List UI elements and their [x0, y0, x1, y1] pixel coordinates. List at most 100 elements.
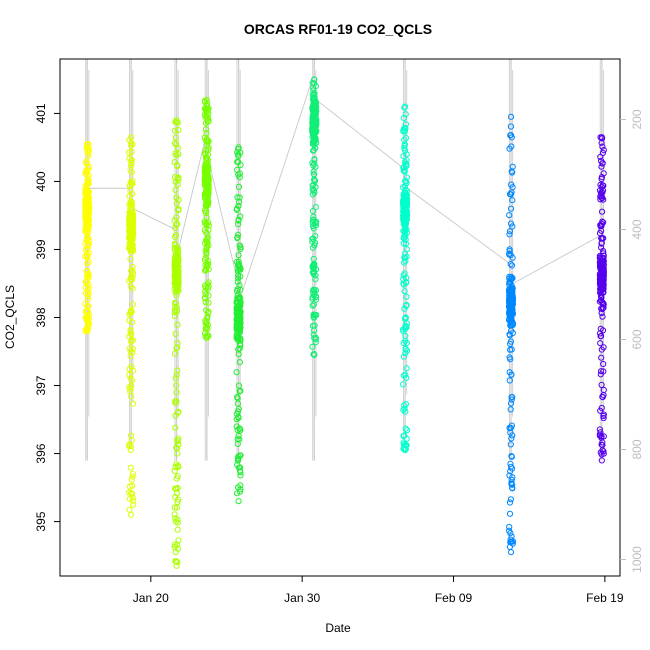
co2-point	[173, 117, 180, 124]
co2-point	[234, 231, 242, 238]
co2-point	[401, 432, 408, 439]
co2-point	[509, 184, 516, 191]
co2-point	[205, 115, 212, 122]
co2-point	[311, 76, 318, 83]
co2-point	[202, 288, 209, 295]
co2-point	[402, 408, 409, 415]
co2-point	[171, 504, 178, 511]
co2-point	[235, 351, 242, 358]
co2-point	[312, 137, 319, 144]
co2-point	[236, 467, 244, 474]
co2-point	[310, 313, 317, 320]
co2-point	[309, 79, 316, 87]
co2-point	[174, 498, 181, 506]
co2-point	[598, 134, 605, 141]
co2-point	[175, 408, 182, 415]
co2-point	[401, 447, 409, 454]
co2-point	[401, 103, 409, 110]
co2-point	[507, 340, 514, 347]
co2-point	[507, 346, 514, 353]
y-tick-label: 395	[34, 511, 48, 531]
co2-point	[175, 151, 182, 158]
co2-point	[173, 389, 180, 396]
co2-point	[173, 200, 180, 207]
co2-point	[83, 197, 90, 204]
x-tick-label: Jan 30	[284, 591, 320, 605]
co2-point	[599, 273, 607, 280]
co2-point	[126, 242, 134, 249]
co2-point	[507, 301, 514, 308]
co2-point	[236, 174, 243, 181]
co2-point	[237, 387, 244, 394]
co2-point	[234, 278, 241, 285]
co2-point	[235, 413, 242, 421]
co2-point	[506, 510, 514, 517]
co2-point	[508, 168, 515, 175]
co2-point	[172, 250, 179, 258]
flight-connector	[208, 160, 238, 277]
co2-point	[129, 215, 136, 222]
co2-point	[509, 197, 516, 204]
co2-point	[237, 245, 244, 252]
co2-point	[313, 266, 320, 273]
co2-point	[507, 220, 515, 227]
co2-point	[128, 393, 135, 400]
co2-point	[599, 394, 606, 401]
co2-point	[309, 238, 316, 245]
co2-point	[310, 213, 317, 220]
co2-point	[129, 236, 136, 244]
co2-point	[597, 449, 604, 456]
co2-point	[174, 526, 181, 533]
co2-point	[172, 277, 179, 284]
co2-point	[127, 464, 134, 471]
y-tick-label: 401	[34, 103, 48, 123]
co2-point	[400, 275, 407, 283]
co2-point	[84, 328, 91, 335]
co2-point	[597, 153, 604, 161]
co2-point	[508, 321, 516, 329]
co2-point	[508, 303, 515, 311]
co2-point	[403, 157, 410, 164]
co2-point	[598, 354, 605, 361]
co2-point	[174, 516, 181, 523]
co2-point	[172, 549, 179, 556]
co2-point	[85, 187, 92, 194]
co2-point	[129, 501, 137, 508]
co2-point	[205, 308, 212, 315]
co2-point	[236, 282, 243, 289]
co2-point	[173, 562, 180, 569]
co2-point	[400, 153, 407, 160]
y-tick-label: 399	[34, 239, 48, 259]
co2-point	[236, 345, 243, 352]
co2-point	[173, 141, 180, 148]
co2-point	[400, 115, 407, 122]
x-tick-label: Feb 19	[586, 591, 624, 605]
co2-point	[174, 145, 181, 152]
co2-point	[400, 208, 407, 215]
co2-point	[203, 220, 210, 227]
co2-point	[83, 160, 91, 167]
co2-point	[128, 476, 135, 483]
co2-point	[129, 349, 136, 356]
co2-point	[202, 195, 209, 202]
co2-point	[507, 400, 515, 407]
co2-point	[312, 118, 319, 125]
co2-point	[129, 470, 136, 477]
co2-point	[173, 288, 180, 295]
co2-point	[126, 384, 133, 391]
co2-point	[600, 414, 607, 422]
co2-point	[175, 196, 182, 203]
co2-point	[310, 129, 318, 136]
flight-connector	[406, 187, 510, 264]
co2-point	[128, 338, 135, 345]
co2-point	[235, 158, 242, 166]
co2-point	[173, 382, 180, 389]
co2-point	[128, 156, 135, 164]
co2-point	[310, 311, 317, 318]
co2-point	[400, 353, 407, 360]
y2-tick-label: 1000	[630, 546, 644, 573]
co2-point	[311, 189, 318, 196]
co2-point	[127, 187, 134, 194]
co2-point	[205, 299, 212, 306]
co2-point	[84, 293, 91, 300]
